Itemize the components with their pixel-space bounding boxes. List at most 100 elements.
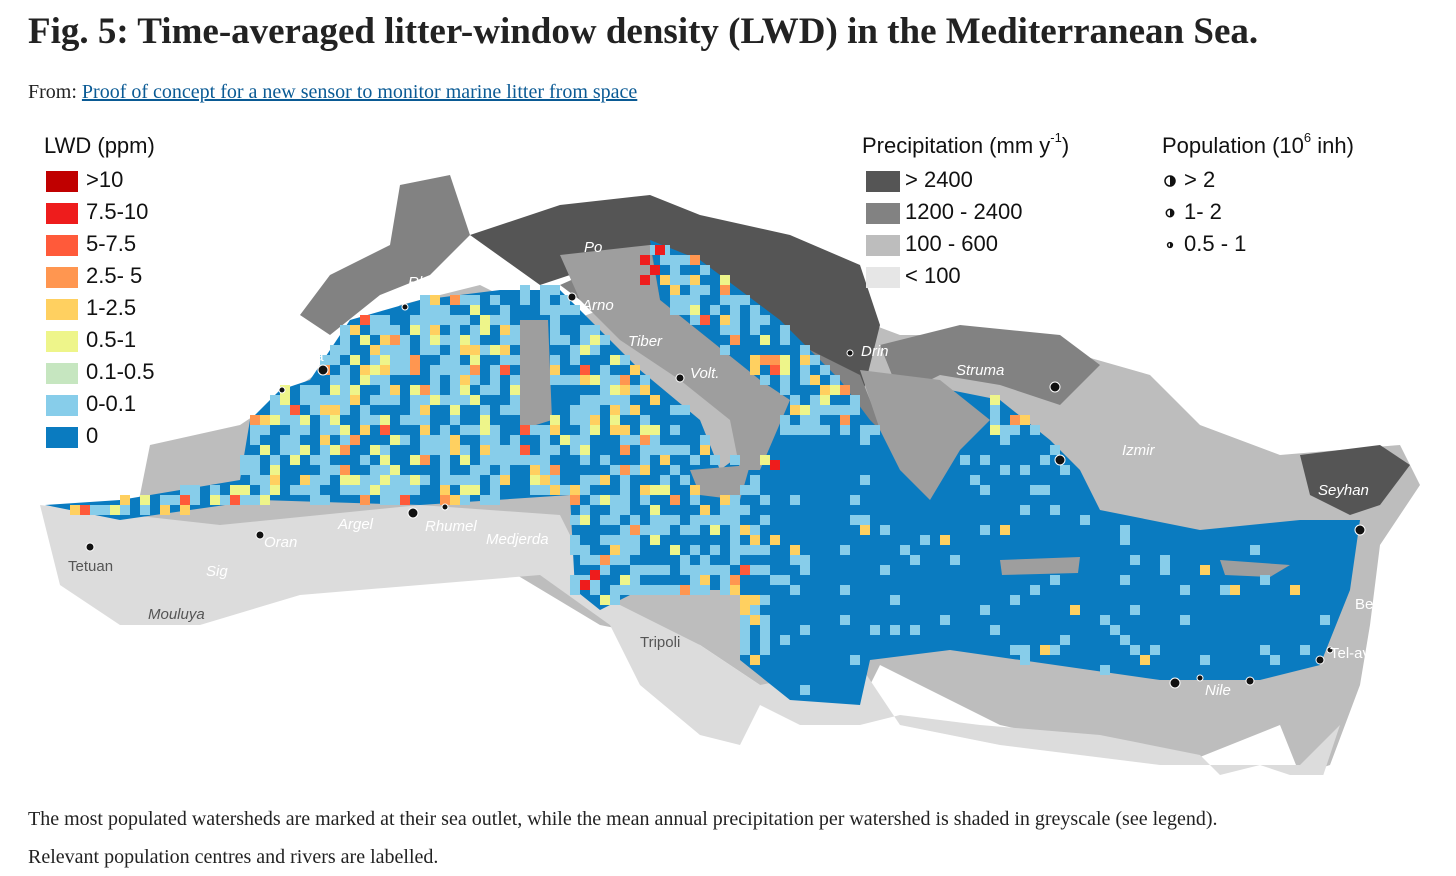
- litter-cell: [370, 315, 380, 325]
- litter-cell: [660, 475, 670, 485]
- legend-title-sup: -1: [1050, 130, 1062, 145]
- litter-cell: [760, 495, 770, 505]
- litter-cell: [580, 405, 590, 415]
- litter-cell: [730, 305, 740, 315]
- litter-cell: [650, 435, 660, 445]
- litter-cell: [470, 345, 480, 355]
- litter-cell: [710, 545, 720, 555]
- place-label: Tetuan: [68, 558, 113, 575]
- litter-cell: [340, 375, 350, 385]
- litter-cell: [640, 485, 650, 495]
- litter-cell: [700, 315, 710, 325]
- litter-cell: [720, 585, 730, 595]
- litter-cell: [490, 375, 500, 385]
- litter-cell: [780, 375, 790, 385]
- litter-cell: [570, 535, 580, 545]
- litter-cell: [1010, 425, 1020, 435]
- litter-cell: [1000, 525, 1010, 535]
- litter-cell: [270, 405, 280, 415]
- litter-cell: [240, 465, 250, 475]
- litter-cell: [470, 485, 480, 495]
- population-marker: [846, 349, 854, 357]
- litter-cell: [1200, 565, 1210, 575]
- litter-cell: [1110, 625, 1120, 635]
- litter-cell: [1020, 655, 1030, 665]
- litter-cell: [580, 485, 590, 495]
- litter-cell: [480, 325, 490, 335]
- litter-cell: [730, 455, 740, 465]
- litter-cell: [360, 365, 370, 375]
- litter-cell: [730, 335, 740, 345]
- litter-cell: [350, 385, 360, 395]
- legend-title: Population (106 inh): [1162, 130, 1354, 157]
- place-label: Tripoli: [640, 634, 680, 651]
- litter-cell: [740, 565, 750, 575]
- litter-cell: [850, 515, 860, 525]
- litter-cell: [590, 395, 600, 405]
- litter-cell: [1220, 585, 1230, 595]
- place-label: Beirut: [1355, 596, 1395, 613]
- litter-cell: [450, 445, 460, 455]
- litter-cell: [540, 475, 550, 485]
- litter-cell: [220, 495, 230, 505]
- litter-cell: [790, 395, 800, 405]
- litter-cell: [1000, 425, 1010, 435]
- litter-cell: [970, 475, 980, 485]
- litter-cell: [160, 505, 170, 515]
- source-link[interactable]: Proof of concept for a new sensor to mon…: [81, 81, 638, 103]
- litter-cell: [890, 595, 900, 605]
- litter-cell: [620, 555, 630, 565]
- litter-cell: [490, 445, 500, 455]
- litter-cell: [700, 585, 710, 595]
- litter-cell: [810, 415, 820, 425]
- litter-cell: [810, 355, 820, 365]
- litter-cell: [600, 495, 610, 505]
- litter-cell: [160, 495, 170, 505]
- litter-cell: [840, 585, 850, 595]
- litter-cell: [280, 415, 290, 425]
- litter-cell: [420, 415, 430, 425]
- litter-cell: [690, 525, 700, 535]
- litter-cell: [620, 375, 630, 385]
- litter-cell: [700, 445, 710, 455]
- litter-cell: [570, 575, 580, 585]
- litter-cell: [510, 385, 520, 395]
- litter-cell: [420, 405, 430, 415]
- litter-cell: [540, 305, 550, 315]
- litter-cell: [1260, 645, 1270, 655]
- litter-cell: [650, 525, 660, 535]
- litter-cell: [400, 475, 410, 485]
- litter-cell: [480, 425, 490, 435]
- population-marker: [407, 507, 419, 519]
- litter-cell: [750, 475, 760, 485]
- population-marker: [401, 303, 409, 311]
- litter-cell: [730, 495, 740, 505]
- litter-cell: [580, 335, 590, 345]
- litter-cell: [950, 555, 960, 565]
- litter-cell: [810, 405, 820, 415]
- litter-cell: [500, 475, 510, 485]
- litter-cell: [610, 425, 620, 435]
- litter-cell: [340, 365, 350, 375]
- litter-cell: [610, 415, 620, 425]
- litter-cell: [580, 435, 590, 445]
- population-marker: [1169, 677, 1181, 689]
- litter-cell: [800, 625, 810, 635]
- litter-cell: [600, 385, 610, 395]
- litter-cell: [680, 305, 690, 315]
- litter-cell: [570, 585, 580, 595]
- litter-cell: [600, 555, 610, 565]
- litter-cell: [580, 445, 590, 455]
- litter-cell: [1010, 595, 1020, 605]
- litter-cell: [740, 625, 750, 635]
- litter-cell: [420, 455, 430, 465]
- legend-title-text: Population (10: [1162, 133, 1304, 158]
- litter-cell: [630, 535, 640, 545]
- litter-cell: [630, 575, 640, 585]
- litter-cell: [590, 425, 600, 435]
- litter-cell: [620, 435, 630, 445]
- litter-cell: [580, 415, 590, 425]
- litter-cell: [760, 315, 770, 325]
- litter-cell: [340, 325, 350, 335]
- legend-symbol: [1170, 209, 1174, 217]
